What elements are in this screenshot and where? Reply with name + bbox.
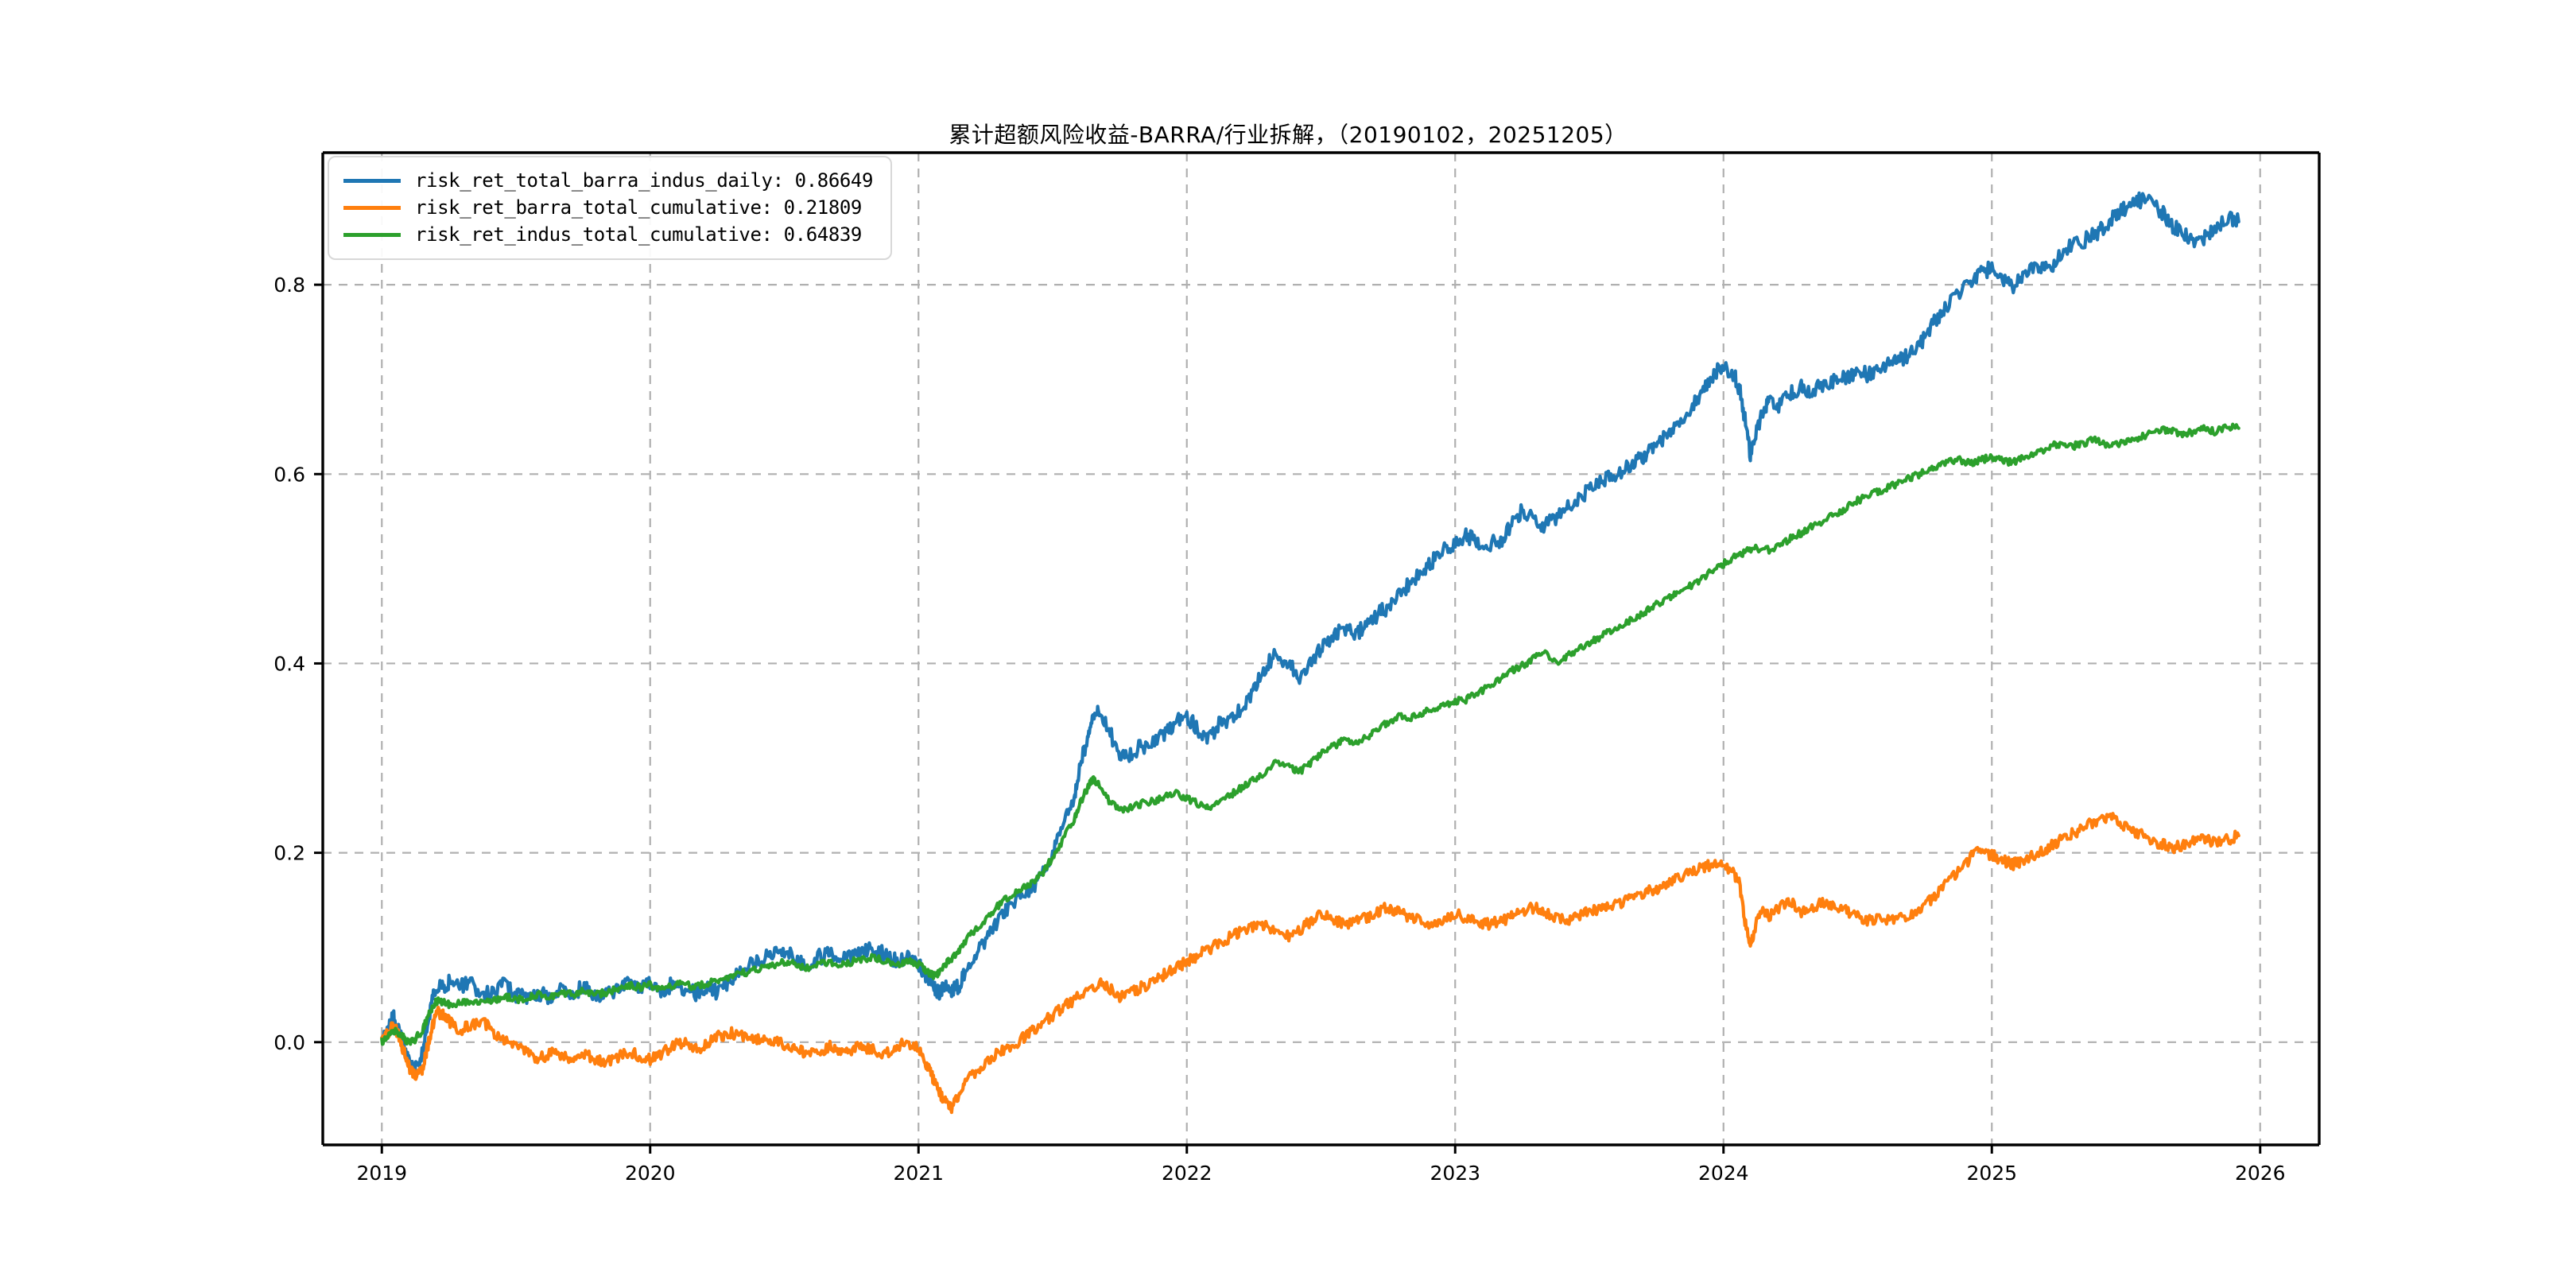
xtick-label: 2022 bbox=[1162, 1162, 1212, 1185]
xtick-label: 2019 bbox=[356, 1162, 407, 1185]
xtick-label: 2024 bbox=[1698, 1162, 1749, 1185]
xtick-label: 2023 bbox=[1430, 1162, 1480, 1185]
chart-legend[interactable]: risk_ret_total_barra_indus_daily: 0.8664… bbox=[328, 156, 893, 260]
axis-ticks bbox=[314, 283, 2262, 1154]
legend-color-swatch bbox=[343, 205, 401, 210]
legend-label: risk_ret_total_barra_indus_daily: 0.8664… bbox=[415, 169, 874, 192]
ytick-label: 0.6 bbox=[274, 463, 305, 486]
series-line-risk_ret_indus_total_cumulative bbox=[380, 422, 2240, 1046]
chart-title: 累计超额风险收益-BARRA/行业拆解，（20190102，20251205） bbox=[949, 122, 1627, 148]
series-line-risk_ret_total_barra_indus_daily bbox=[380, 191, 2240, 1077]
legend-item-risk_ret_barra_total_cumulative[interactable]: risk_ret_barra_total_cumulative: 0.21809 bbox=[343, 194, 873, 221]
series-line-risk_ret_barra_total_cumulative bbox=[380, 812, 2240, 1115]
ytick-label: 0.4 bbox=[274, 652, 305, 675]
legend-item-risk_ret_total_barra_indus_daily[interactable]: risk_ret_total_barra_indus_daily: 0.8664… bbox=[343, 167, 873, 194]
xtick-label: 2026 bbox=[2235, 1162, 2286, 1185]
xtick-label: 2021 bbox=[893, 1162, 944, 1185]
legend-item-risk_ret_indus_total_cumulative[interactable]: risk_ret_indus_total_cumulative: 0.64839 bbox=[343, 221, 873, 248]
ytick-label: 0.2 bbox=[274, 842, 305, 865]
legend-label: risk_ret_indus_total_cumulative: 0.64839 bbox=[415, 223, 862, 246]
ytick-label: 0.8 bbox=[274, 274, 305, 297]
xtick-label: 2025 bbox=[1966, 1162, 2017, 1185]
axis-tick-labels: 2019 2020 2021 2022 2023 2024 2025 2026 0.0 0.2 0.… bbox=[274, 274, 2285, 1185]
axes-spines bbox=[321, 151, 2321, 1146]
xtick-label: 2020 bbox=[625, 1162, 676, 1185]
data-series-layer bbox=[380, 191, 2240, 1115]
legend-color-swatch bbox=[343, 232, 401, 237]
ytick-label: 0.0 bbox=[274, 1031, 305, 1054]
gridlines bbox=[323, 153, 2319, 1145]
legend-label: risk_ret_barra_total_cumulative: 0.21809 bbox=[415, 196, 862, 219]
legend-color-swatch bbox=[343, 178, 401, 183]
